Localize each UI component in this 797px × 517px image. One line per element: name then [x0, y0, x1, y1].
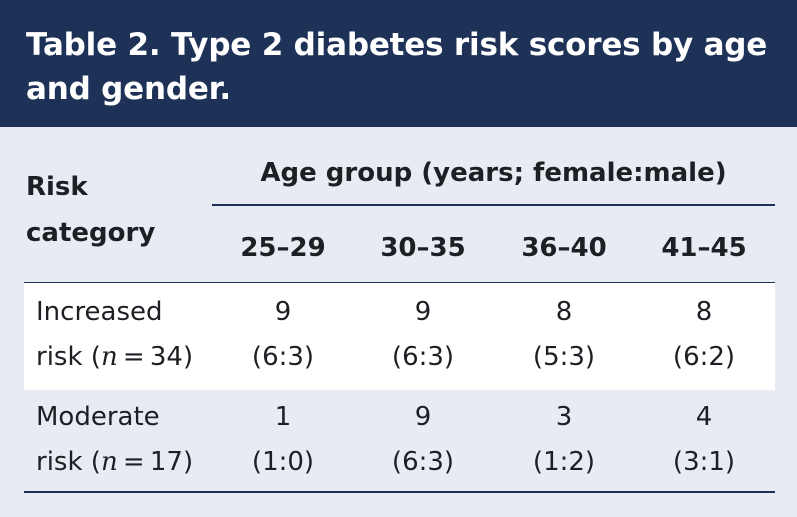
spanner-rule — [212, 204, 775, 206]
table-cell-ratio: (5:3) — [532, 342, 596, 372]
table-cell-count: 8 — [555, 297, 573, 327]
age-group-header: Age group (years; female:male) — [260, 158, 727, 188]
table-cell-count: 1 — [274, 402, 292, 432]
table-cell-ratio: (3:1) — [672, 447, 736, 477]
table-title: Table 2. Type 2 diabetes risk scores by … — [26, 27, 768, 107]
age-column-header: 30–35 — [380, 233, 466, 263]
table-cell-ratio: (1:0) — [251, 447, 315, 477]
table-cell-count: 3 — [555, 402, 573, 432]
table-cell-ratio: (6:3) — [391, 447, 455, 477]
row-label-line-1: Increased — [36, 297, 163, 327]
table-cell-ratio: (1:2) — [532, 447, 596, 477]
table-cell-count: 4 — [695, 402, 713, 432]
age-column-header: 41–45 — [661, 233, 747, 263]
risk-header-line-1: Risk — [26, 172, 88, 202]
table-cell-ratio: (6:3) — [251, 342, 315, 372]
row-label-line-1: Moderate — [36, 402, 160, 432]
risk-header-line-2: category — [26, 218, 156, 248]
table-cell-count: 9 — [414, 297, 432, 327]
table-cell-ratio: (6:3) — [391, 342, 455, 372]
table-cell-count: 8 — [695, 297, 713, 327]
title-bar: Table 2. Type 2 diabetes risk scores by … — [0, 0, 797, 127]
table-row-band — [24, 283, 775, 390]
table-cell-count: 9 — [414, 402, 432, 432]
age-column-header: 36–40 — [521, 233, 607, 263]
age-column-header: 25–29 — [240, 233, 326, 263]
row-label-line-2: risk (n = 34) — [36, 342, 194, 372]
row-label-line-2: risk (n = 17) — [36, 447, 194, 477]
table-bottom-rule — [24, 491, 775, 493]
table-cell-ratio: (6:2) — [672, 342, 736, 372]
table-cell-count: 9 — [274, 297, 292, 327]
